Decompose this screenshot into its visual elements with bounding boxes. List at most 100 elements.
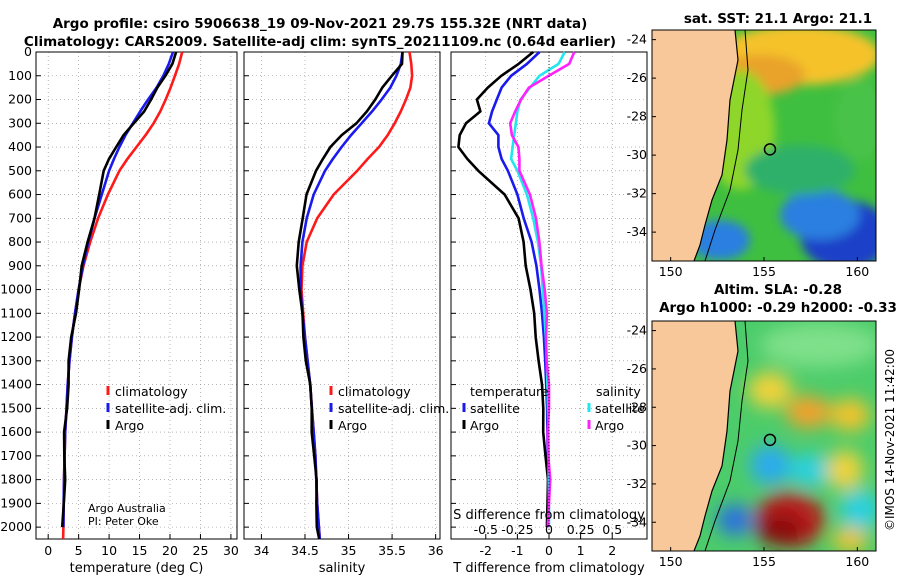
y-tick-label: 0 — [24, 44, 32, 59]
credit-line1: Argo Australia — [88, 502, 166, 515]
legend-label: satellite — [595, 401, 645, 416]
map-x-tick-label: 150 — [659, 264, 683, 279]
s-tick-label: -0.25 — [501, 522, 533, 537]
y-tick-label: 1700 — [0, 448, 32, 463]
sst-map-ticks: 150 155 160 -24 -26 -28 -30 -32 -34 — [627, 32, 870, 279]
axes-frame — [243, 51, 441, 540]
y-tick-label: 800 — [8, 234, 32, 249]
map-y-tick-label: -30 — [627, 147, 647, 162]
x-tick-label: 15 — [132, 543, 148, 558]
y-tick-label: 1600 — [0, 424, 32, 439]
s-tick-label: -0.5 — [474, 522, 498, 537]
map-y-tick-label: -28 — [627, 399, 647, 414]
y-tick-label: 100 — [8, 68, 32, 83]
x-tick-label: 36 — [428, 543, 444, 558]
series-line-argo — [295, 51, 404, 540]
map-y-tick-label: -32 — [627, 186, 647, 201]
y-tick-label: 700 — [8, 210, 32, 225]
temperature-panel: 0 5 10 15 20 25 30 temperature (deg C) 0 100 200 30… — [0, 44, 239, 576]
sla-map: 150 155 160 -24 -26 -28 -30 -32 -34 — [627, 320, 877, 569]
x-axis-label: temperature (deg C) — [70, 561, 204, 576]
map-x-tick-label: 150 — [659, 554, 683, 569]
map-y-tick-label: -24 — [627, 323, 647, 338]
y-tick-label: 400 — [8, 139, 32, 154]
x-tick-label: 0 — [44, 543, 52, 558]
y-tick-label: 1200 — [0, 329, 32, 344]
sla-argo-location-marker — [763, 433, 777, 447]
x-tick-label: -2 — [480, 543, 492, 558]
y-tick-label: 1500 — [0, 400, 32, 415]
sst-map: 150 155 160 -24 -26 -28 -30 -32 -34 — [627, 29, 877, 279]
y-tick-label: 200 — [8, 92, 32, 107]
map-x-tick-label: 160 — [845, 554, 869, 569]
figure-title-line2: Climatology: CARS2009. Satellite-adj cli… — [24, 34, 616, 50]
x-tick-label: -1 — [511, 543, 523, 558]
x-tick-label: 34.5 — [291, 543, 319, 558]
series-line-satellite-adj-clim- — [299, 51, 404, 540]
map-x-tick-label: 155 — [752, 554, 776, 569]
sla-map-title-line1: Altim. SLA: -0.28 — [714, 282, 842, 298]
s-axis-label: S difference from climatology — [453, 508, 645, 523]
s-tick-label: 0.25 — [567, 522, 595, 537]
x-tick-label: 5 — [75, 543, 83, 558]
y-tick-label: 2000 — [0, 519, 32, 534]
x-tick-label: 25 — [193, 543, 209, 558]
legend-label: satellite-adj. clim. — [115, 401, 226, 416]
sla-field — [717, 323, 876, 551]
map-x-tick-label: 155 — [752, 264, 776, 279]
imos-timestamp: ©IMOS 14-Nov-2021 11:42:00 — [883, 349, 897, 531]
y-tick-label: 1300 — [0, 353, 32, 368]
y-tick-label: 500 — [8, 163, 32, 178]
salinity-panel: 34 34.5 35 35.5 36 salinity climatology satelli… — [243, 51, 449, 576]
s-tick-label: 0.5 — [602, 522, 622, 537]
legend-title-temperature: temperature — [470, 384, 549, 399]
figure-title-line1: Argo profile: csiro 5906638_19 09-Nov-20… — [53, 16, 588, 32]
y-tick-label: 1400 — [0, 377, 32, 392]
sla-map-ticks: 150 155 160 -24 -26 -28 -30 -32 -34 — [627, 323, 870, 569]
sla-map-title-line2: Argo h1000: -0.29 h2000: -0.33 — [659, 300, 897, 316]
credit-line2: PI: Peter Oke — [88, 515, 159, 528]
sla-isobath — [704, 321, 749, 551]
map-y-tick-label: -32 — [627, 476, 647, 491]
sst-coastline — [693, 30, 739, 261]
sst-isobath — [704, 30, 749, 261]
difference-panel: -2 -1 0 1 2 T difference from climatology temp… — [450, 50, 648, 576]
legend-label: climatology — [115, 384, 188, 399]
x-axis-label: salinity — [319, 561, 366, 576]
legend-label: Argo — [470, 418, 499, 433]
x-tick-label: 1 — [577, 543, 585, 558]
legend-title-salinity: salinity — [596, 384, 641, 399]
sla-coastline — [693, 321, 739, 551]
y-tick-label: 600 — [8, 187, 32, 202]
sla-land — [652, 321, 738, 551]
x-tick-label: 20 — [162, 543, 178, 558]
x-tick-label: 2 — [608, 543, 616, 558]
series-line-t-argo — [457, 50, 550, 528]
x-tick-label: 30 — [223, 543, 239, 558]
x-tick-label: 0 — [545, 543, 553, 558]
legend-label: satellite — [470, 401, 520, 416]
map-y-tick-label: -34 — [627, 224, 647, 239]
series-line-climatology — [300, 51, 414, 540]
legend-label: Argo — [595, 418, 624, 433]
x-tick-label: 35 — [341, 543, 357, 558]
axes-frame — [35, 51, 238, 540]
series-line-climatology — [61, 51, 184, 540]
s-tick-label: 0 — [545, 522, 553, 537]
map-y-tick-label: -30 — [627, 438, 647, 453]
legend-label: Argo — [115, 418, 144, 433]
map-y-tick-label: -28 — [627, 109, 647, 124]
x-axis-label: T difference from climatology — [452, 561, 645, 576]
y-tick-label: 1000 — [0, 282, 32, 297]
map-y-tick-label: -24 — [627, 32, 647, 47]
y-tick-label: 300 — [8, 115, 32, 130]
map-y-tick-label: -34 — [627, 514, 647, 529]
legend-label: climatology — [338, 384, 411, 399]
sst-argo-location-marker — [763, 143, 777, 156]
map-x-tick-label: 160 — [845, 264, 869, 279]
series-line-argo — [60, 51, 178, 528]
y-tick-label: 900 — [8, 258, 32, 273]
x-tick-label: 10 — [101, 543, 117, 558]
legend-label: Argo — [338, 418, 367, 433]
